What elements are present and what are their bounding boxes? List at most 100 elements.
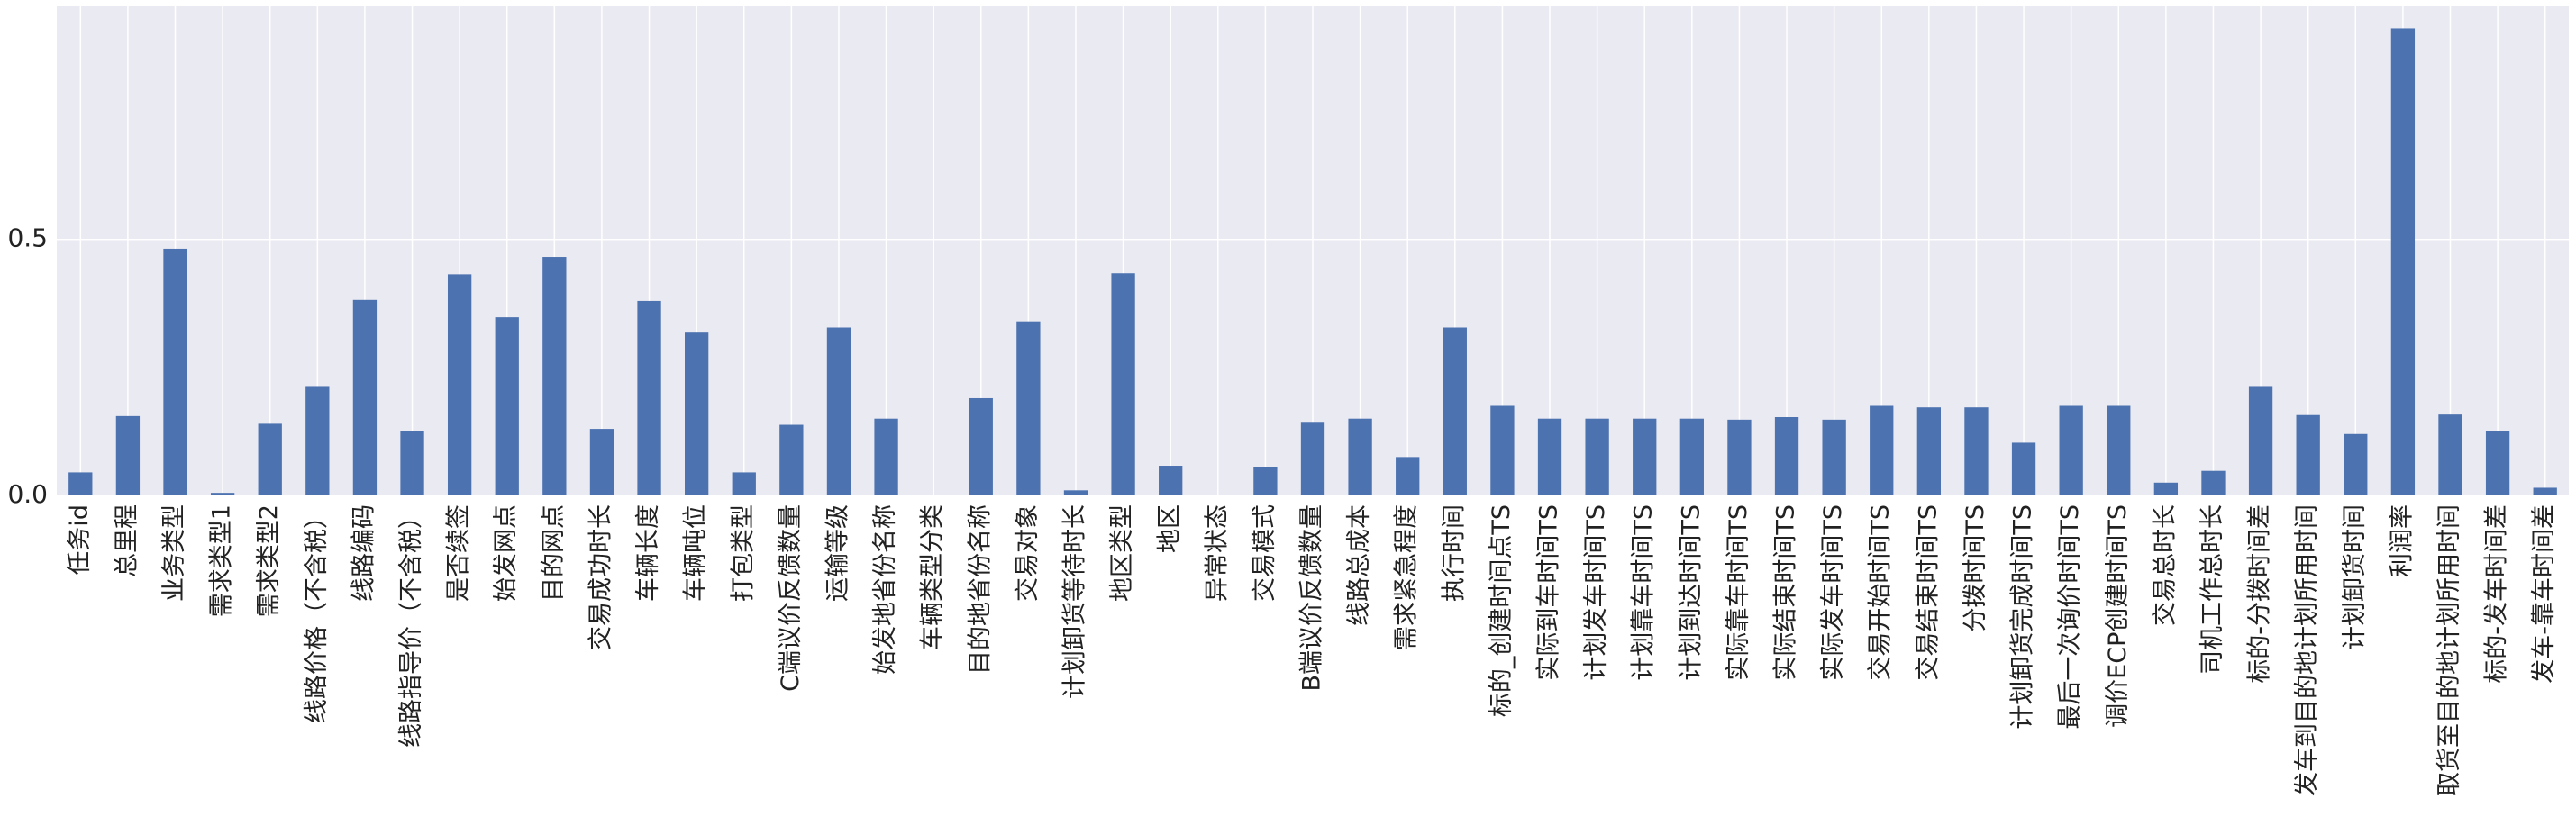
bar xyxy=(1396,457,1420,495)
bar xyxy=(1679,418,1704,495)
y-tick-label: 0.5 xyxy=(7,223,48,253)
bar xyxy=(2485,431,2510,495)
y-axis: 0.0 0.5 xyxy=(7,223,48,509)
bar xyxy=(305,386,330,495)
x-tick-label: 线路总成本 xyxy=(1345,504,1373,626)
x-tick-label: 是否续签 xyxy=(445,504,473,602)
bar xyxy=(779,424,804,495)
x-tick-label: 始发地省份名称 xyxy=(871,504,899,675)
x-tick-label: 打包类型 xyxy=(729,504,757,602)
x-tick-label: 分拨时间TS xyxy=(1962,504,1989,632)
x-tick-label: 调价ECP创建时间TS xyxy=(2104,504,2132,728)
bar xyxy=(2296,414,2320,495)
bar xyxy=(542,257,567,495)
bar xyxy=(115,415,141,495)
bar xyxy=(732,472,756,495)
x-tick-label: 总里程 xyxy=(113,504,141,577)
x-tick-label: 交易结束时间TS xyxy=(1914,504,1942,681)
x-tick-label: 实际发车时间TS xyxy=(1819,504,1847,681)
x-tick-label: 计划卸货完成时间TS xyxy=(2009,504,2037,730)
bars xyxy=(68,28,2557,495)
bar xyxy=(1111,273,1135,495)
bar xyxy=(1537,418,1562,495)
bar xyxy=(2344,433,2368,495)
bar xyxy=(1253,467,1278,495)
bar xyxy=(2153,482,2179,495)
bar xyxy=(1916,407,1941,495)
x-tick-label: 标的_创建时间点TS xyxy=(1488,504,1516,717)
x-tick-label: 发车-靠车时间差 xyxy=(2530,504,2558,684)
x-axis: 任务id 总里程 业务类型 需求类型1 需求类型2 线路价格（不含税） 线路编码 线路指导价（… xyxy=(66,504,2558,796)
x-tick-label: 交易成功时长 xyxy=(587,504,614,650)
bar xyxy=(2011,442,2036,495)
bar xyxy=(874,418,898,495)
bar xyxy=(210,493,235,495)
x-tick-label: 交易对象 xyxy=(1014,504,1042,602)
x-tick-label: 目的网点 xyxy=(540,504,568,602)
bar xyxy=(2059,405,2083,495)
x-tick-label: 取货至目的地计划所用时间 xyxy=(2435,504,2463,796)
x-tick-label: 实际靠车时间TS xyxy=(1725,504,1752,681)
bar xyxy=(969,397,993,495)
bar xyxy=(2390,28,2416,495)
x-tick-label: 标的-发车时间差 xyxy=(2483,504,2511,684)
bar xyxy=(2107,405,2131,495)
bar xyxy=(400,431,424,495)
x-tick-label: 始发网点 xyxy=(492,504,520,602)
x-tick-label: 计划到达时间TS xyxy=(1677,504,1705,681)
bar xyxy=(589,429,614,495)
bar xyxy=(2533,487,2557,495)
x-tick-label: 线路价格（不含税） xyxy=(303,504,331,723)
bar xyxy=(1964,407,1989,495)
bar xyxy=(352,299,378,495)
x-tick-label: 目的地省份名称 xyxy=(966,504,994,675)
x-tick-label: 执行时间 xyxy=(1440,504,1468,602)
x-tick-label: 实际结束时间TS xyxy=(1772,504,1800,681)
bar xyxy=(1585,418,1609,495)
x-tick-label: 实际到车时间TS xyxy=(1535,504,1563,681)
bar xyxy=(2201,470,2226,495)
x-tick-label: 异常状态 xyxy=(1203,504,1231,602)
x-tick-label: 任务id xyxy=(66,504,94,576)
bar xyxy=(1633,418,1657,495)
x-tick-label: 需求类型1 xyxy=(208,504,236,617)
bar xyxy=(2438,414,2462,495)
bar xyxy=(1300,422,1325,495)
bar xyxy=(68,472,93,495)
bar xyxy=(1159,466,1183,495)
bar xyxy=(1348,418,1372,495)
x-tick-label: 需求紧急程度 xyxy=(1393,504,1421,650)
x-tick-label: 标的-分拨时间差 xyxy=(2246,504,2274,684)
x-tick-label: 计划发车时间TS xyxy=(1582,504,1610,681)
x-tick-label: C端议价反馈数量 xyxy=(777,504,805,692)
bar xyxy=(258,423,282,495)
bar xyxy=(163,248,187,495)
x-tick-label: 线路编码 xyxy=(350,504,378,602)
x-tick-label: 计划卸货时间 xyxy=(2341,504,2369,650)
bar xyxy=(1774,417,1799,495)
bar xyxy=(1727,419,1752,495)
bar xyxy=(1490,405,1515,495)
bar xyxy=(637,300,661,495)
x-tick-label: 线路指导价（不含税） xyxy=(397,504,425,748)
x-tick-label: 计划靠车时间TS xyxy=(1630,504,1658,681)
x-tick-label: 需求类型2 xyxy=(255,504,283,617)
x-tick-label: 地区类型 xyxy=(1108,504,1136,602)
x-tick-label: B端议价反馈数量 xyxy=(1298,504,1326,692)
bar xyxy=(2248,386,2273,495)
x-tick-label: 交易总时长 xyxy=(2151,504,2179,626)
x-tick-label: 交易开始时间TS xyxy=(1867,504,1895,681)
x-tick-label: 车辆长度 xyxy=(634,504,662,602)
bar xyxy=(1822,419,1846,495)
y-tick-label: 0.0 xyxy=(7,479,48,509)
bar xyxy=(1016,321,1041,495)
x-tick-label: 业务类型 xyxy=(160,504,188,602)
bar xyxy=(447,274,472,495)
bar xyxy=(495,317,519,495)
x-tick-label: 利润率 xyxy=(2388,504,2416,577)
x-tick-label: 地区 xyxy=(1156,504,1184,553)
x-tick-label: 运输等级 xyxy=(824,504,851,602)
x-tick-label: 司机工作总时长 xyxy=(2198,504,2226,675)
